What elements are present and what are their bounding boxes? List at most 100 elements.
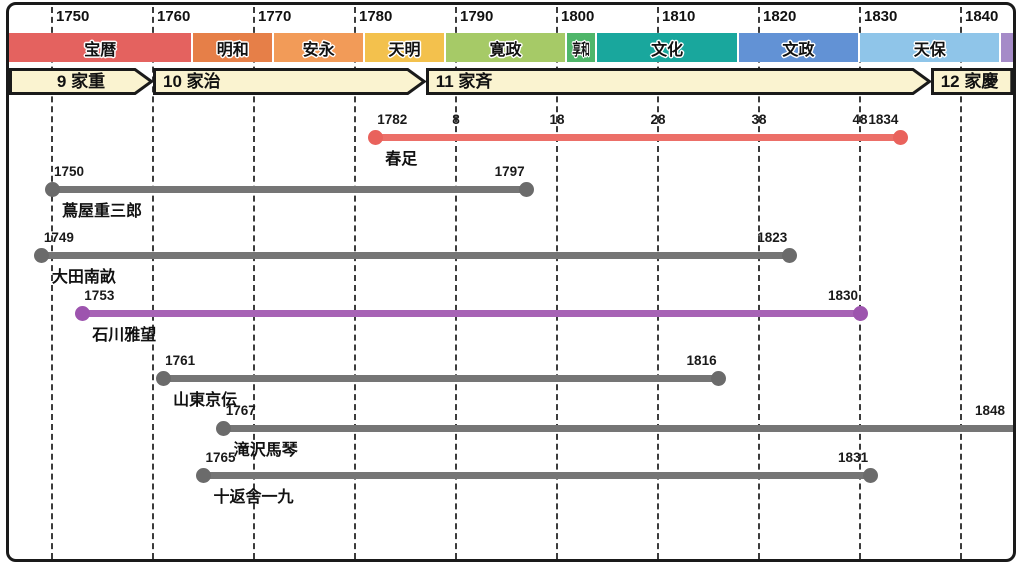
shogun-arrow-shape bbox=[930, 68, 1013, 95]
year-tick-label: 1840 bbox=[965, 8, 999, 25]
era-label: 明和 bbox=[193, 33, 272, 62]
death-year-label: 1816 bbox=[686, 353, 717, 368]
person-name-label: 滝沢馬琴 bbox=[233, 442, 298, 459]
gridline bbox=[859, 7, 861, 559]
era-label: 文政 bbox=[739, 33, 858, 62]
timeline-chart: 1750 1760 1770 1780 1790 1800 1810 1820 1830 1840… bbox=[6, 2, 1016, 562]
shogun-arrow-shape bbox=[153, 68, 427, 95]
shogun-arrow: 12 家慶 bbox=[930, 68, 1013, 95]
year-tick-label: 1760 bbox=[157, 8, 191, 25]
birth-year-label: 1765 bbox=[205, 450, 236, 465]
era-label: 宝暦 bbox=[9, 33, 191, 62]
shogun-arrow: 10 家治 bbox=[153, 68, 427, 95]
death-dot bbox=[519, 181, 535, 197]
era-label: 天保 bbox=[860, 33, 999, 62]
era-label: 享和 bbox=[567, 33, 595, 62]
birth-year-label: 1761 bbox=[165, 353, 196, 368]
person-name-label: 石川雅望 bbox=[92, 327, 157, 344]
death-year-label: 1848 bbox=[974, 403, 1005, 418]
era-label: 天明 bbox=[365, 33, 444, 62]
birth-dot bbox=[44, 181, 60, 197]
gridline bbox=[253, 7, 255, 559]
era-label-text: 天明 bbox=[388, 41, 421, 59]
birth-dot bbox=[367, 129, 383, 145]
shogun-label: 10 家治 bbox=[163, 72, 221, 91]
era-segment: 安永 bbox=[274, 33, 366, 62]
shogun-arrow: 11 家斉 bbox=[425, 68, 932, 95]
birth-year-label: 1767 bbox=[225, 403, 256, 418]
era-segment: 文政 bbox=[738, 33, 860, 62]
gridline bbox=[556, 7, 558, 559]
person-name-label: 大田南畝 bbox=[51, 269, 116, 286]
gridline bbox=[354, 7, 356, 559]
death-year-label: 1797 bbox=[494, 164, 525, 179]
life-bar bbox=[82, 309, 860, 317]
person-name-label: 春足 bbox=[385, 151, 418, 168]
birth-dot bbox=[34, 247, 50, 263]
year-tick-label: 1770 bbox=[258, 8, 292, 25]
era-segment: 宝暦 bbox=[9, 33, 194, 62]
era-segment: 天保 bbox=[860, 33, 1002, 62]
life-bar bbox=[52, 185, 527, 193]
life-bar bbox=[203, 471, 871, 479]
death-dot bbox=[711, 370, 727, 386]
year-tick-label: 1830 bbox=[864, 8, 898, 25]
shogun-label: 12 家慶 bbox=[940, 72, 999, 91]
life-bar bbox=[223, 424, 1013, 432]
era-segment: 天明 bbox=[365, 33, 446, 62]
person-name-label: 山東京伝 bbox=[173, 392, 238, 409]
gridline bbox=[960, 7, 962, 559]
era-label-text: 明和 bbox=[216, 41, 249, 59]
shogun-label: 9 家重 bbox=[56, 72, 106, 91]
birth-year-label: 1782 bbox=[377, 112, 408, 127]
era-segment: 文化 bbox=[597, 33, 739, 62]
birth-dot bbox=[74, 305, 90, 321]
shogun-arrow-shape bbox=[9, 68, 155, 95]
era-segment: 享和 bbox=[567, 33, 598, 62]
gridline bbox=[758, 7, 760, 559]
age-tick-label: 38 bbox=[751, 112, 767, 127]
era-label-text: 享和 bbox=[572, 41, 591, 59]
gridline bbox=[455, 7, 457, 559]
gridline bbox=[51, 7, 53, 559]
life-bar bbox=[375, 133, 901, 141]
era-segment: 寛政 bbox=[445, 33, 568, 62]
era-label-text: 宝暦 bbox=[84, 41, 117, 59]
gridline bbox=[152, 7, 154, 559]
death-dot bbox=[892, 129, 908, 145]
era-label: 文化 bbox=[597, 33, 736, 62]
era-label: 安永 bbox=[274, 33, 363, 62]
age-tick-label: 18 bbox=[549, 112, 565, 127]
era-segment bbox=[1001, 33, 1013, 62]
life-bar bbox=[163, 374, 719, 382]
shogun-arrow-shape bbox=[425, 68, 932, 95]
shogun-label: 11 家斉 bbox=[435, 72, 493, 91]
birth-year-label: 1753 bbox=[84, 288, 115, 303]
birth-dot bbox=[196, 467, 211, 483]
birth-dot bbox=[216, 420, 232, 436]
year-tick-label: 1780 bbox=[359, 8, 393, 25]
life-bar bbox=[41, 251, 790, 259]
birth-year-label: 1749 bbox=[43, 230, 74, 245]
year-tick-label: 1750 bbox=[56, 8, 90, 25]
year-tick-label: 1820 bbox=[763, 8, 797, 25]
death-dot bbox=[862, 467, 878, 483]
year-tick-label: 1800 bbox=[561, 8, 595, 25]
birth-dot bbox=[155, 370, 171, 386]
death-year-label: 1834 bbox=[868, 112, 899, 127]
year-tick-label: 1790 bbox=[460, 8, 494, 25]
person-name-label: 蔦屋重三郎 bbox=[62, 203, 143, 220]
age-tick-label: 48 bbox=[852, 112, 868, 127]
era-label-text: 文政 bbox=[782, 41, 815, 59]
death-dot bbox=[852, 305, 868, 321]
death-year-label: 1823 bbox=[757, 230, 788, 245]
era-label: 寛政 bbox=[446, 33, 565, 62]
birth-year-label: 1750 bbox=[54, 164, 85, 179]
era-label-text: 文化 bbox=[651, 41, 684, 59]
era-label-text: 寛政 bbox=[489, 41, 522, 59]
era-segment: 明和 bbox=[193, 33, 275, 62]
death-year-label: 1830 bbox=[827, 288, 858, 303]
year-tick-label: 1810 bbox=[662, 8, 696, 25]
era-label-text: 天保 bbox=[913, 41, 946, 59]
shogun-arrow: 9 家重 bbox=[9, 68, 155, 95]
